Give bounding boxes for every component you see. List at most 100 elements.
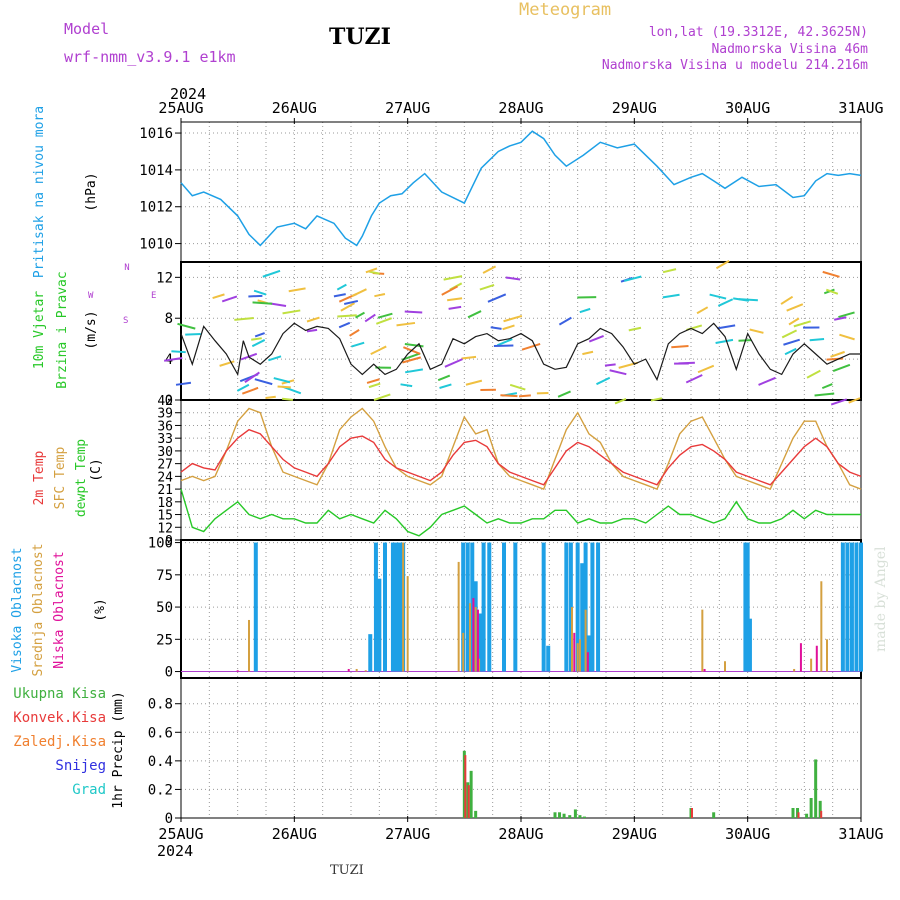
x-tick-label-bottom: 28AUG — [498, 825, 543, 843]
y-tick-label: 1012 — [139, 200, 173, 216]
wind-barb — [251, 339, 266, 348]
wind-barb — [337, 314, 357, 318]
wind-barb — [487, 293, 507, 303]
wind-barb — [171, 350, 186, 354]
wind-barb — [377, 312, 393, 319]
wind-barb — [185, 332, 201, 336]
wind-barb — [265, 395, 276, 399]
wind-barb — [336, 283, 347, 291]
x-tick-label-top: 30AUG — [725, 99, 770, 117]
wind-barb — [671, 345, 689, 349]
cloud-bar — [465, 542, 470, 672]
wind-barb — [241, 386, 259, 395]
cloud-bar — [469, 603, 471, 672]
precip-bar — [814, 759, 818, 818]
wind-barb — [490, 326, 502, 330]
cloud-bar — [248, 619, 250, 672]
precip-legend-item: Ukupna Kisa — [13, 686, 106, 702]
x-tick-label-top: 31AUG — [838, 99, 883, 117]
cloud-bar — [573, 632, 576, 672]
cloud-bar — [854, 542, 859, 672]
y-tick-label: 1010 — [139, 237, 173, 253]
cloud-bar — [406, 576, 409, 672]
wind-barb — [370, 345, 387, 356]
wind-barb — [650, 397, 663, 402]
cloud-bar — [583, 542, 588, 672]
x-tick-label-top: 27AUG — [385, 99, 430, 117]
wind-barb — [262, 269, 281, 278]
wind-barb — [806, 369, 821, 379]
y-tick-label: 12 — [156, 270, 173, 286]
wind-barb — [364, 313, 376, 323]
pressure-line — [180, 130, 862, 247]
y-tick-label: 0 — [165, 811, 173, 827]
pressure-axis-title: Pritisak na nivou mora — [32, 106, 47, 278]
y-tick-label: 36 — [157, 419, 173, 434]
wind-barb — [441, 285, 459, 296]
y-tick-label: 9 — [165, 534, 173, 549]
wind-barb — [809, 338, 825, 342]
wind-barb — [439, 383, 452, 389]
wind-barb — [662, 268, 677, 274]
temp-2m-line — [180, 428, 862, 486]
wind-barb — [349, 328, 360, 337]
wind-barb — [830, 350, 845, 358]
wind-barb — [340, 302, 355, 312]
wind-axis-title: 10m Vjetar — [32, 291, 47, 369]
cloud-bar — [474, 607, 477, 672]
wind-speed-line — [180, 322, 861, 382]
wind-barb — [479, 284, 495, 291]
wind-barb — [375, 317, 393, 325]
wind-barb — [164, 357, 183, 362]
wind-barb — [244, 371, 260, 384]
wind-barb — [838, 311, 855, 318]
wind-barb — [793, 320, 812, 328]
wind-axis-unit: (m/s) — [84, 310, 99, 349]
wind-barb — [355, 311, 365, 319]
y-tick-label: 21 — [157, 483, 173, 498]
wind-barb — [467, 310, 482, 319]
wind-barb — [715, 259, 730, 270]
y-tick-label: 0 — [165, 393, 173, 409]
cloud-bar — [580, 563, 585, 672]
mid-cloud-axis-title: Srednja Oblacnost — [31, 543, 46, 676]
wind-barb — [288, 287, 306, 293]
y-tick-label: 100 — [148, 536, 173, 552]
wind-barb — [496, 338, 513, 347]
cloud-bar — [502, 542, 506, 672]
cloud-bar — [743, 542, 748, 672]
y-tick-label: 50 — [156, 600, 173, 616]
compass-w: W — [88, 291, 94, 301]
x-tick-label-bottom: 27AUG — [385, 825, 430, 843]
cloud-bar — [584, 609, 587, 672]
cloud-bar — [826, 639, 828, 672]
y-tick-label: 25 — [156, 632, 173, 648]
y-tick-label: 15 — [157, 509, 173, 524]
cloud-bar — [383, 542, 387, 672]
x-tick-label-bottom: 30AUG — [725, 825, 770, 843]
model-label: Model — [64, 20, 110, 38]
y-tick-label: 1014 — [139, 163, 173, 179]
x-tick-label-bottom: 31AUG — [838, 825, 883, 843]
precip-bar — [568, 815, 572, 818]
x-tick-label-top: 26AUG — [272, 99, 317, 117]
y-tick-label: 30 — [157, 445, 173, 460]
year-label-top: 2024 — [170, 85, 206, 103]
wind-barb — [212, 293, 225, 300]
high-cloud-axis-title: Visoka Oblacnost — [10, 547, 25, 672]
footer-station: TUZI — [330, 863, 364, 878]
cloud-bar — [390, 542, 395, 672]
sfc-temp-axis-title: SFC Temp — [53, 447, 68, 510]
cloud-bar — [462, 632, 465, 672]
wind-barb — [374, 293, 386, 298]
cloud-bar — [481, 542, 486, 672]
precip-bar — [582, 816, 586, 818]
cloud-bar — [815, 645, 818, 672]
compass-n: N — [124, 263, 129, 273]
cloud-bar — [793, 668, 796, 672]
compass-e: E — [151, 291, 156, 301]
wind-barb — [368, 270, 380, 275]
x-tick-label-bottom: 26AUG — [272, 825, 317, 843]
wind-barb — [733, 297, 750, 302]
wind-barb — [306, 316, 320, 323]
